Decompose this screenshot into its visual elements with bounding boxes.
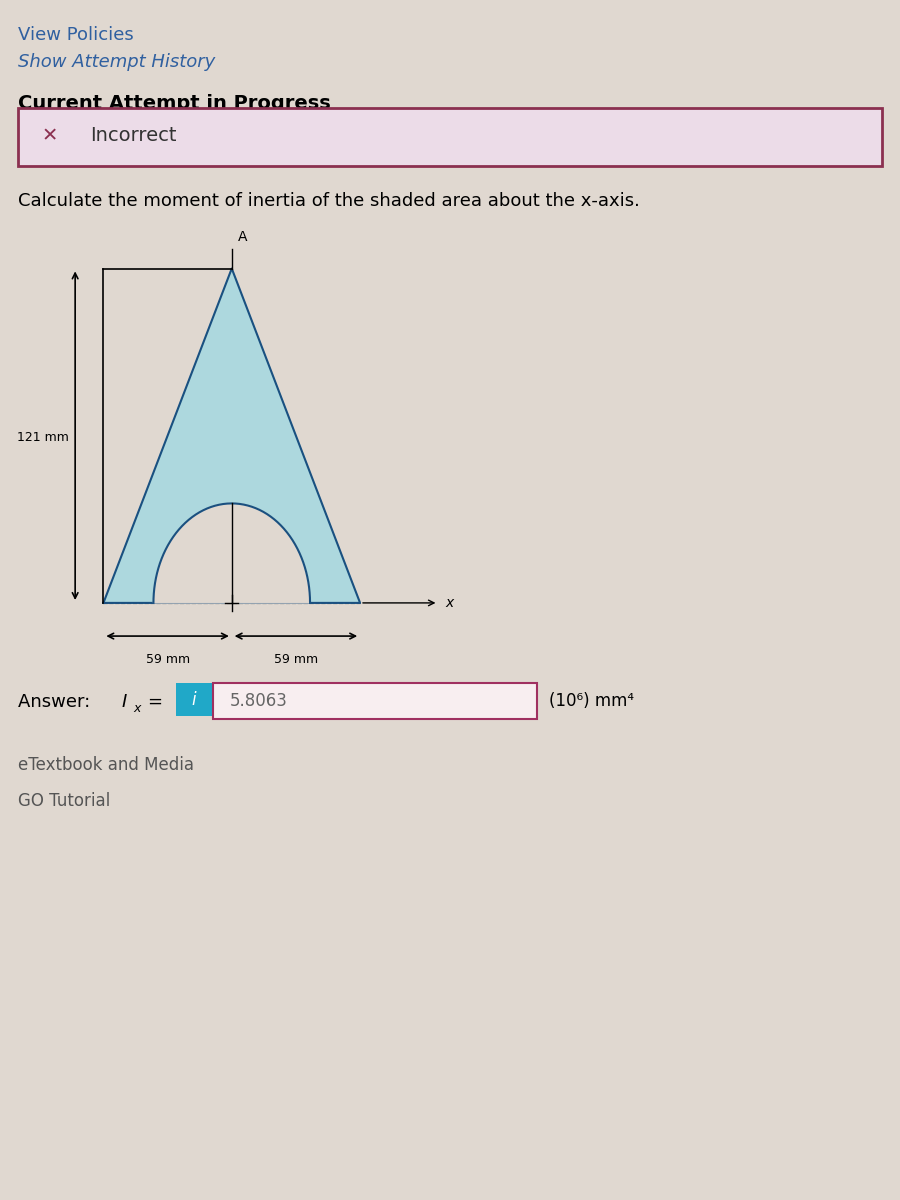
Text: Incorrect: Incorrect (90, 126, 176, 145)
Polygon shape (104, 269, 360, 602)
FancyBboxPatch shape (18, 108, 882, 166)
Text: Answer:: Answer: (18, 692, 96, 710)
FancyBboxPatch shape (176, 683, 211, 716)
Polygon shape (153, 504, 310, 602)
Text: 59 mm: 59 mm (146, 653, 190, 666)
Text: 5.8063: 5.8063 (230, 691, 287, 709)
Text: Calculate the moment of inertia of the shaded area about the x-axis.: Calculate the moment of inertia of the s… (18, 192, 640, 210)
Text: x: x (445, 596, 453, 610)
Text: =: = (147, 692, 162, 710)
Text: A: A (238, 229, 248, 244)
Text: View Policies: View Policies (18, 26, 134, 44)
Text: GO Tutorial: GO Tutorial (18, 792, 110, 810)
Text: i: i (191, 691, 196, 708)
Text: Show Attempt History: Show Attempt History (18, 53, 215, 71)
Text: eTextbook and Media: eTextbook and Media (18, 756, 194, 774)
Text: ✕: ✕ (41, 126, 58, 145)
Text: 121 mm: 121 mm (17, 431, 68, 444)
Text: I: I (122, 692, 127, 710)
Text: x: x (133, 702, 140, 714)
Text: 36 mm: 36 mm (240, 535, 284, 548)
Text: 59 mm: 59 mm (274, 653, 318, 666)
Text: Current Attempt in Progress: Current Attempt in Progress (18, 94, 331, 113)
FancyBboxPatch shape (213, 683, 537, 719)
Text: (10⁶) mm⁴: (10⁶) mm⁴ (549, 691, 634, 709)
